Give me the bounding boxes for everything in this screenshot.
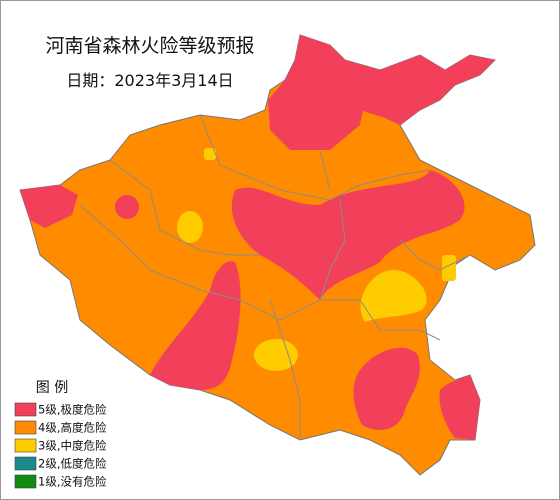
map-title: 河南省森林火险等级预报 [45,35,254,57]
legend-title: 图 例 [36,380,68,396]
legend-label: 3级,中度危险 [38,439,107,453]
legend: 5级,极度危险 4级,高度危险 3级,中度危险 2级,低度危险 1级,没有危险 [14,402,107,489]
legend-label: 2级,低度危险 [38,457,107,471]
legend-swatch [14,456,37,471]
risk-zone [177,211,203,243]
legend-label: 1级,没有危险 [38,475,107,489]
risk-zone [353,347,420,430]
risk-zone [204,148,216,160]
legend-swatch [14,420,37,435]
legend-swatch [14,438,37,453]
risk-zone [20,185,78,228]
district-borders [79,114,471,440]
risk-zone [150,261,241,390]
forecast-date: 日期：2023年3月14日 [66,71,233,90]
risk-zone [231,170,465,300]
risk-zone [254,339,298,371]
legend-label: 4级,高度危险 [38,421,107,435]
risk-zone [439,375,480,440]
risk-zone [442,255,456,281]
risk-zone [115,195,139,219]
risk-zone [360,270,427,322]
legend-label: 5级,极度危险 [38,403,107,417]
legend-swatch [14,474,37,489]
legend-swatch [14,402,37,417]
henan-map [19,34,536,476]
risk-zone [268,35,495,150]
